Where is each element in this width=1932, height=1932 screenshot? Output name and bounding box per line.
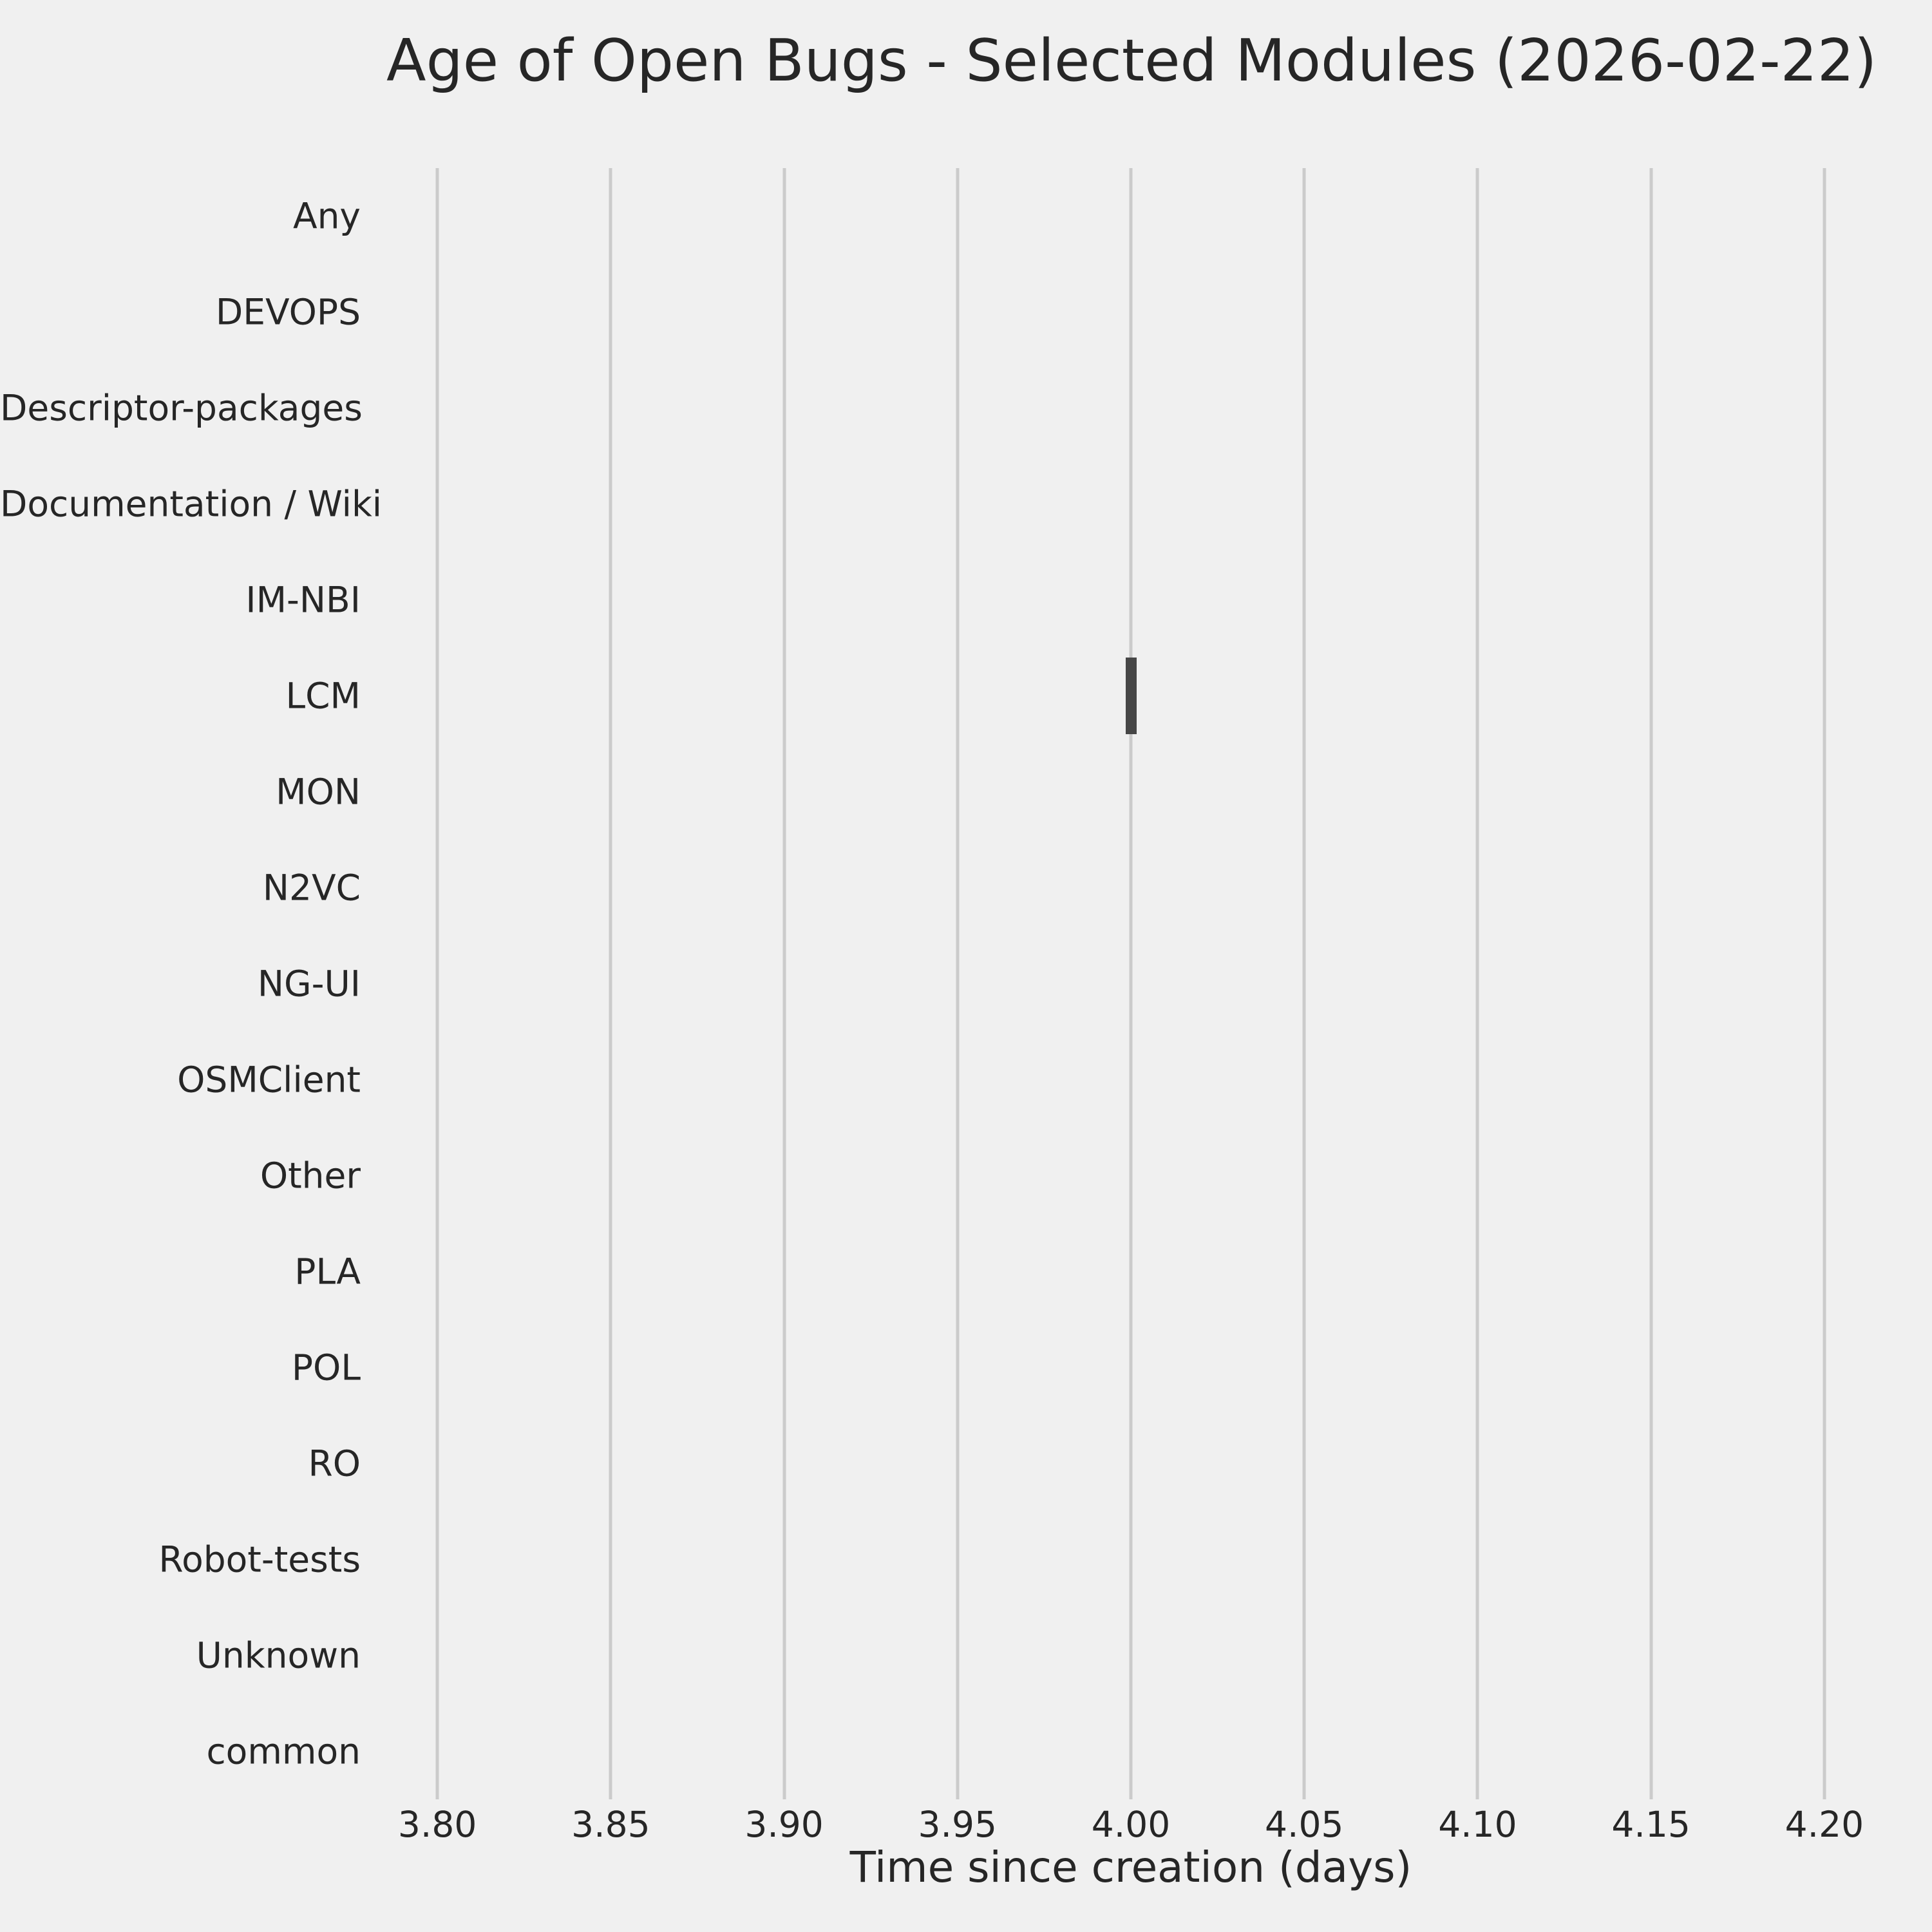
chart-title: Age of Open Bugs - Selected Modules (202… [386,27,1877,95]
gridline-x-3.85 [609,168,612,1799]
y-tick-label: N2VC [262,867,361,908]
x-tick-label: 4.00 [1091,1804,1171,1845]
y-tick-label: DEVOPS [215,291,361,332]
y-tick-label: Other [260,1155,361,1196]
y-tick-label: Unknown [196,1634,361,1676]
x-axis-title: Time since creation (days) [849,1842,1412,1892]
y-tick-label: Descriptor-packages [0,387,363,428]
y-tick-label: Any [292,195,361,236]
y-tick-label: PLA [294,1251,361,1292]
y-tick-label: RO [308,1443,361,1484]
gridline-x-3.90 [782,168,786,1799]
x-tick-label: 4.10 [1438,1804,1517,1845]
y-tick-label: POL [291,1347,361,1388]
y-tick-label: NG-UI [257,963,361,1004]
gridline-x-3.95 [956,168,960,1799]
x-tick-label: 4.05 [1264,1804,1344,1845]
y-tick-label: Robot-tests [158,1539,361,1580]
x-tick-label: 4.15 [1611,1804,1690,1845]
y-tick-label: MON [276,771,361,812]
boxplot-box-lcm [1125,657,1137,735]
gridline-x-4.20 [1823,168,1826,1799]
x-tick-label: 3.90 [744,1804,824,1845]
y-tick-label: common [206,1730,361,1772]
x-tick-label: 3.80 [397,1804,477,1845]
x-tick-label: 3.85 [571,1804,650,1845]
gridline-x-3.80 [435,168,439,1799]
gridline-x-4.10 [1475,168,1479,1799]
y-tick-label: Documentation / Wiki [0,483,383,524]
y-tick-label: IM-NBI [245,579,361,620]
gridline-x-4.15 [1649,168,1653,1799]
x-tick-label: 3.95 [918,1804,998,1845]
y-tick-label: OSMClient [177,1059,361,1100]
gridline-x-4.05 [1302,168,1306,1799]
x-tick-label: 4.20 [1785,1804,1864,1845]
gridline-x-4.00 [1129,168,1133,1799]
y-tick-label: LCM [285,675,361,716]
plot-area [386,168,1875,1799]
